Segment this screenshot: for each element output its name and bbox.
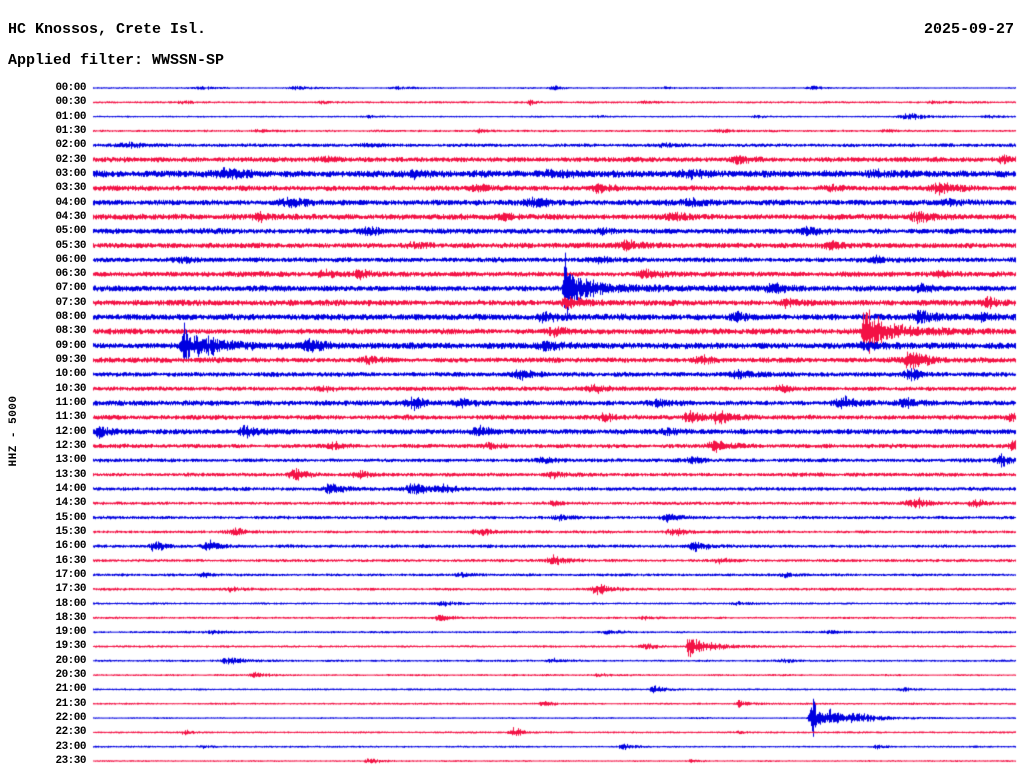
helicorder-page: HC Knossos, Crete Isl. 2025-09-27 Applie… [0,0,1024,780]
seismogram-canvas [0,0,1024,780]
